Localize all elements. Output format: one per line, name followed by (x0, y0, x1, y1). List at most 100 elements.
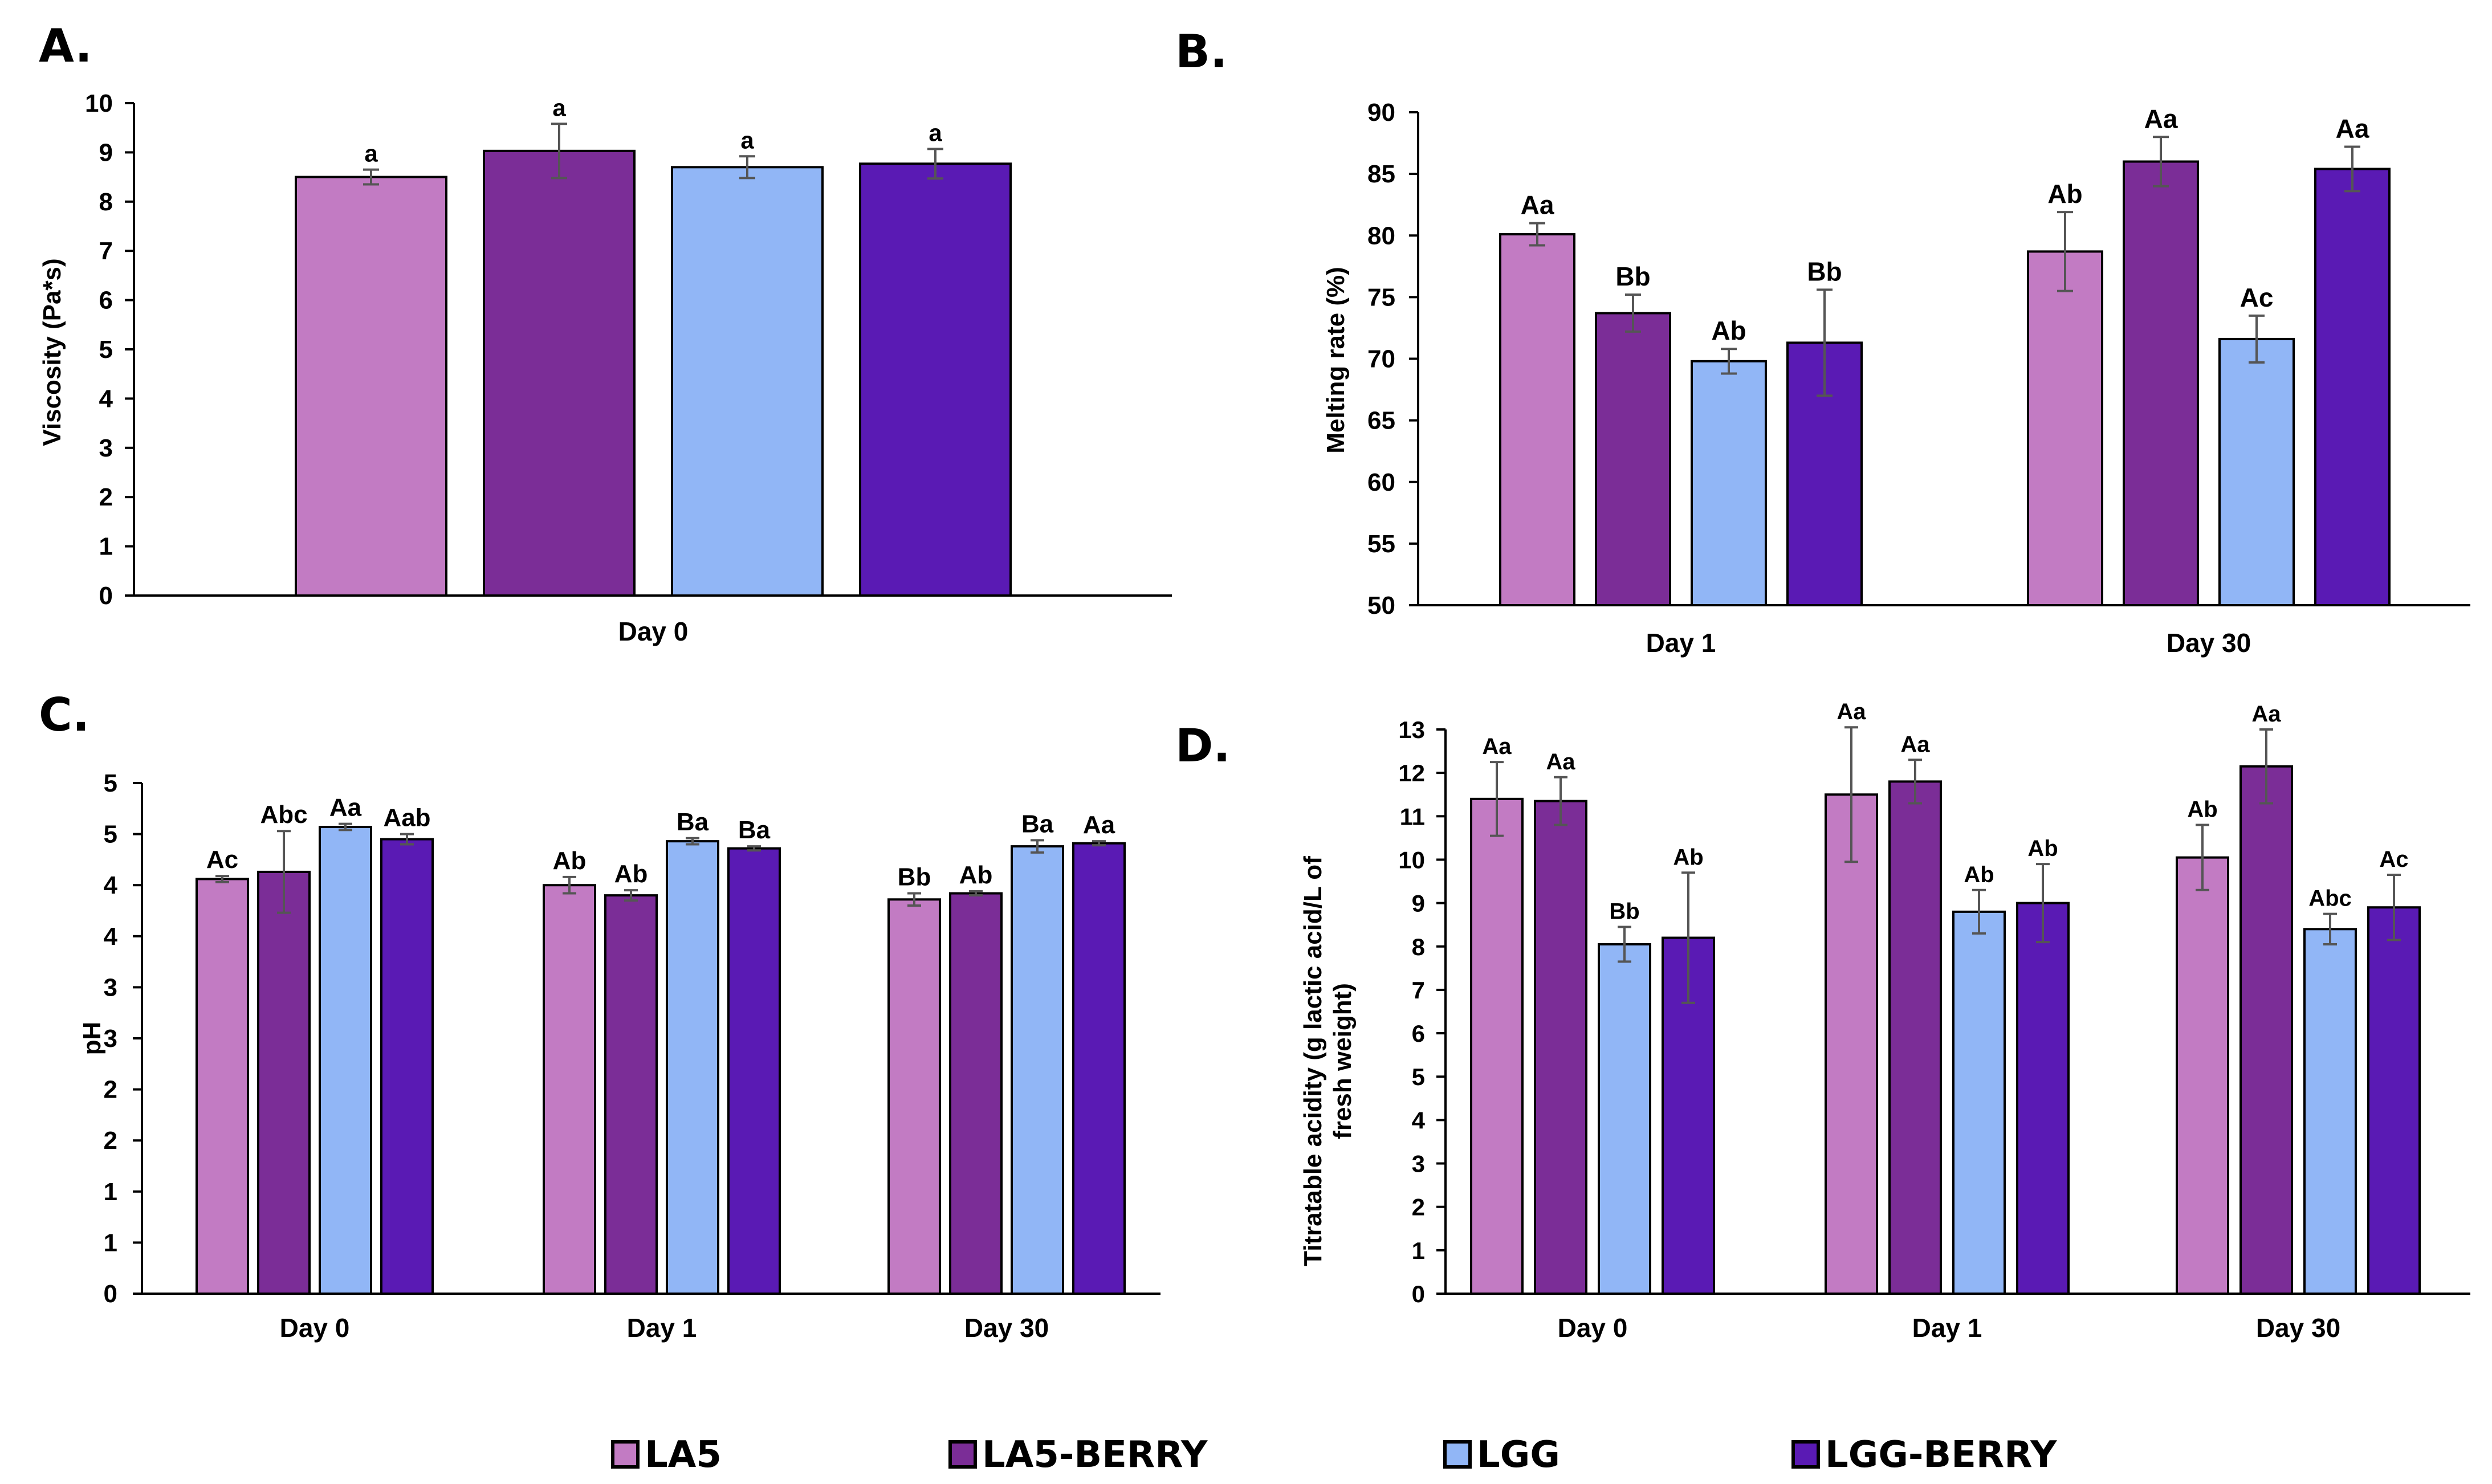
panel-c-y-tick-label: 1 (104, 1229, 117, 1257)
panel-b-y-tick-label: 80 (1367, 222, 1395, 250)
panel-d-y-tick-label: 2 (1412, 1194, 1425, 1221)
panel-d-y-tick-label: 8 (1412, 933, 1425, 960)
panel-c-bar (1011, 845, 1064, 1295)
panel-d-y-tick-label: 12 (1398, 760, 1425, 786)
panel-b-y-tick-label: 75 (1367, 283, 1395, 311)
panel-c-y-tick-label: 0 (104, 1280, 117, 1308)
panel-c-significance-label: Ba (677, 808, 709, 836)
panel-c-category-label: Day 30 (964, 1313, 1049, 1343)
panel-b-bar (2027, 250, 2103, 606)
panel-b: B. Melting rate (%) 50 55 60 65 70 75 80 85 90 Aa… (1175, 25, 2470, 658)
legend-swatch (1443, 1440, 1472, 1469)
panel-d-significance-label: Aa (1546, 749, 1575, 774)
panel-c-significance-label: Bb (898, 863, 931, 891)
panel-d-significance-label: Ab (1673, 845, 1703, 870)
panel-a-bar (295, 176, 447, 597)
panel-c-bar (196, 878, 249, 1295)
panel-c-category-label: Day 1 (627, 1313, 697, 1343)
panel-b-significance-label: Ac (2240, 283, 2274, 312)
panel-b-category-label: Day 30 (2167, 628, 2251, 658)
panel-a-y-tick-label: 5 (99, 336, 113, 364)
panel-d-significance-label: Ac (2379, 847, 2408, 872)
panel-a-y-tick-label: 7 (99, 237, 113, 265)
panel-a-y-tick-label: 9 (99, 138, 113, 166)
panel-c-y-tick-label: 1 (104, 1178, 117, 1206)
panel-c-bar (1072, 842, 1126, 1295)
panel-d-y-tick-label: 3 (1412, 1151, 1425, 1177)
panel-c-bar (666, 840, 719, 1295)
panel-c-significance-label: Ab (959, 861, 993, 889)
panel-a: A. Viscosity (Pa*s) 0 1 2 3 4 5 6 7 8 9 10 a a a a Day … (38, 19, 1172, 646)
panel-a-plot: 0 1 2 3 4 5 6 7 8 9 10 a a a a Day 0 (85, 89, 1172, 646)
panel-a-y-tick-label: 4 (99, 385, 113, 413)
panel-b-bar (1499, 233, 1575, 606)
legend-label: LGG-BERRY (1825, 1434, 2057, 1476)
panel-a-letter: A. (39, 19, 92, 72)
panel-c-significance-label: Ac (206, 846, 238, 874)
panel-d-bar (2239, 765, 2293, 1295)
panel-b-significance-label: Bb (1615, 262, 1650, 291)
panel-a-y-tick-label: 8 (99, 188, 113, 216)
panel-c-significance-label: Aab (383, 804, 430, 832)
panel-c-category-label: Day 0 (280, 1313, 350, 1343)
panel-d-significance-label: Aa (1900, 732, 1930, 757)
panel-b-significance-label: Aa (1521, 190, 1554, 220)
panel-b-significance-label: Ab (1711, 316, 1746, 345)
panel-c-y-tick-label: 5 (104, 821, 117, 849)
panel-d-y-axis-label: Titratable acidity (g lactic acid/L of f… (1299, 856, 1357, 1266)
panel-a-y-tick-label: 6 (99, 287, 113, 315)
panel-b-significance-label: Bb (1807, 256, 1842, 286)
panel-c-y-axis-label: pH (78, 1022, 106, 1055)
legend: LA5 LA5-BERRY LGG LGG-BERRY (611, 1434, 2057, 1476)
panel-a-y-axis-label: Viscosity (Pa*s) (38, 258, 66, 446)
panel-c-significance-label: Abc (260, 801, 307, 829)
panel-d-bar (2303, 928, 2357, 1295)
panel-b-y-tick-label: 60 (1367, 468, 1395, 496)
panel-c-bar (257, 870, 311, 1295)
panel-d-y-tick-label: 11 (1400, 803, 1425, 830)
panel-d-y-tick-label: 5 (1412, 1063, 1425, 1090)
panel-d-significance-label: Aa (1482, 734, 1512, 759)
panel-b-y-tick-label: 50 (1367, 592, 1395, 619)
panel-d-significance-label: Ab (1964, 862, 1994, 887)
panel-c-plot: 0 1 1 2 2 3 3 4 4 5 5 Ac Abc Aa Aab Day 0 Ab Ab Ba Ba Day 1 B… (104, 769, 1161, 1343)
panel-a-significance-label: a (552, 94, 566, 121)
panel-d-bar (1825, 793, 1878, 1295)
panel-c-y-tick-label: 4 (104, 923, 118, 951)
panel-c-letter: C. (39, 688, 89, 741)
panel-b-y-tick-label: 55 (1367, 530, 1395, 558)
panel-b-significance-label: Aa (2336, 114, 2369, 144)
panel-a-y-tick-label: 0 (99, 582, 113, 610)
panel-c-significance-label: Aa (329, 794, 362, 822)
panel-d-y-tick-label: 1 (1412, 1237, 1425, 1264)
panel-b-plot: 50 55 60 65 70 75 80 85 90 Aa Bb Ab Bb Day 1 Ab Aa Ac Aa D… (1367, 99, 2470, 658)
panel-a-y-tick-label: 10 (85, 89, 113, 117)
panel-b-y-tick-label: 65 (1367, 407, 1395, 435)
panel-a-bar (859, 162, 1012, 597)
panel-c-significance-label: Ab (614, 860, 648, 888)
panel-d-y-tick-label: 0 (1412, 1281, 1425, 1307)
panel-c-bar (543, 884, 596, 1295)
panel-c-bar (604, 894, 658, 1295)
legend-swatch (1791, 1440, 1820, 1469)
panel-d-significance-label: Aa (1837, 699, 1866, 724)
panel-d-y-axis-label-line-1: Titratable acidity (g lactic acid/L of (1299, 856, 1327, 1266)
panel-d-y-tick-label: 4 (1412, 1107, 1426, 1134)
panel-d-significance-label: Abc (2308, 886, 2352, 911)
panel-a-bar (483, 149, 636, 597)
panel-d-letter: D. (1175, 719, 1231, 772)
legend-label: LA5-BERRY (982, 1434, 1208, 1476)
panel-b-bar (2314, 168, 2391, 607)
panel-b-y-tick-label: 70 (1367, 345, 1395, 373)
panel-c-y-tick-label: 5 (104, 769, 117, 797)
panel-b-bar (2123, 160, 2199, 606)
panel-b-bar (2218, 337, 2295, 607)
panel-c-bar (949, 892, 1003, 1295)
panel-d-y-tick-label: 13 (1398, 716, 1425, 743)
panel-d-bar (1598, 943, 1651, 1295)
panel-d-category-label: Day 0 (1558, 1313, 1628, 1343)
panel-c-y-tick-label: 2 (104, 1127, 117, 1155)
panel-d-y-tick-label: 10 (1398, 846, 1425, 873)
panel-d-significance-label: Ab (2027, 836, 2058, 861)
